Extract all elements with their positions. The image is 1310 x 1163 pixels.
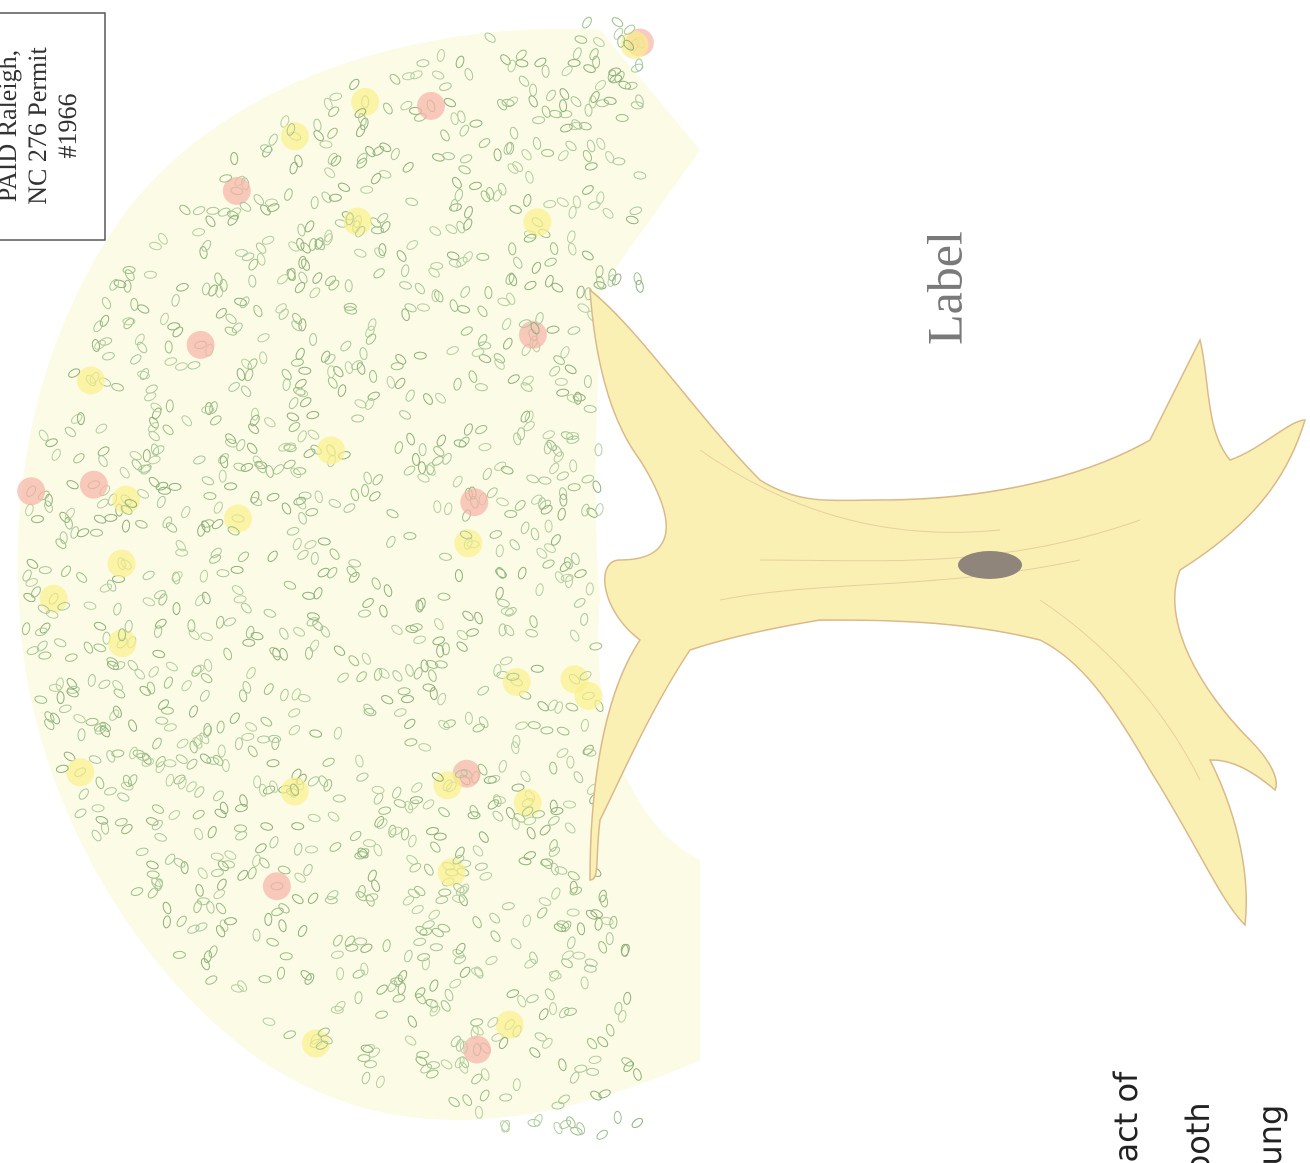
blossom xyxy=(460,488,488,516)
label-text: Label xyxy=(916,231,972,345)
blossom xyxy=(187,331,215,359)
blossom xyxy=(112,486,140,514)
permit-line: PAID Raleigh, xyxy=(0,50,22,202)
blossom xyxy=(317,436,345,464)
blossom xyxy=(77,367,105,395)
blossom xyxy=(519,321,547,349)
blossom xyxy=(621,31,649,59)
blossom xyxy=(281,777,309,805)
blossom xyxy=(438,858,466,886)
permit-line: NC 276 Permit xyxy=(23,47,52,205)
blossom xyxy=(108,629,136,657)
blossom xyxy=(17,477,45,505)
blossom xyxy=(351,88,379,116)
blossom xyxy=(454,529,482,557)
blossom xyxy=(80,471,108,499)
blossom xyxy=(66,758,94,786)
fragment-text: both xyxy=(1179,1102,1217,1163)
blossom xyxy=(40,585,68,613)
blossom xyxy=(496,1011,524,1039)
fragment-text: tact of xyxy=(1107,1071,1145,1163)
blossom xyxy=(108,550,136,578)
blossom xyxy=(503,668,531,696)
mailer-front: PAID Raleigh,NC 276 Permit#1966 Label ta… xyxy=(0,0,1310,1163)
blossom xyxy=(263,872,291,900)
blossom xyxy=(417,92,445,120)
blossom xyxy=(514,789,542,817)
blossom xyxy=(434,771,462,799)
blossom xyxy=(223,177,251,205)
blossom xyxy=(574,682,602,710)
fragment-text: Jung xyxy=(1251,1105,1289,1163)
blossom xyxy=(344,208,372,236)
page: PAID Raleigh,NC 276 Permit#1966 Label ta… xyxy=(0,0,1310,1163)
blossom xyxy=(523,208,551,236)
permit-line: #1966 xyxy=(53,94,82,159)
